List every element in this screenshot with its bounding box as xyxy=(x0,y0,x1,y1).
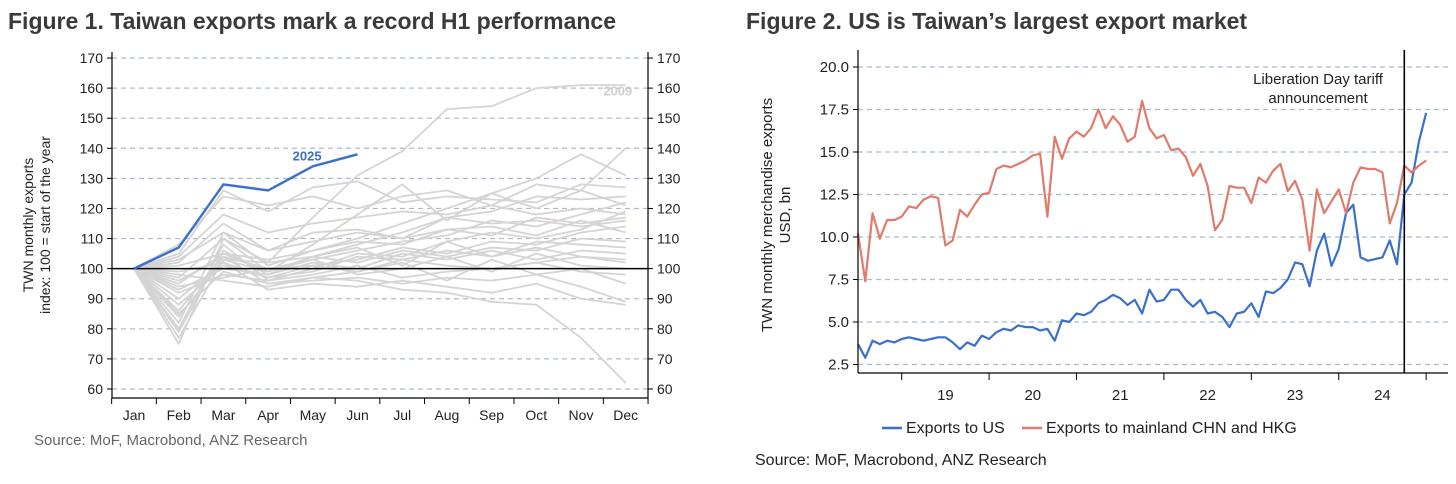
fig1-xtick-label: Oct xyxy=(525,407,547,423)
fig1-ytick-label-left: 80 xyxy=(87,321,103,337)
fig1-history-line-h3 xyxy=(133,153,627,324)
fig1-ytick-label-left: 90 xyxy=(87,291,103,307)
fig1-label-2025: 2025 xyxy=(293,148,322,163)
fig2-xtick-label: 21 xyxy=(1112,387,1129,404)
fig1-ytick-label-right: 110 xyxy=(657,231,680,247)
fig2-xtick-label: 19 xyxy=(937,387,954,404)
fig1-ytick-label-left: 160 xyxy=(80,80,104,96)
fig1-ytick-label-left: 130 xyxy=(80,170,104,186)
fig2-ytick-label: 2.5 xyxy=(828,357,849,374)
fig1-xtick-label: Nov xyxy=(569,407,594,423)
fig1-ytick-label-right: 160 xyxy=(657,80,681,96)
fig1-ytick-label-right: 130 xyxy=(657,170,681,186)
fig1-history-line-h24 xyxy=(133,255,626,288)
fig1-xtick-label: Mar xyxy=(211,407,235,423)
fig1-ytick-label-right: 60 xyxy=(657,381,673,397)
fig1-ytick-label-right: 80 xyxy=(657,321,673,337)
fig2-ytick-label: 17.5 xyxy=(820,102,849,119)
fig1-ytick-label-left: 60 xyxy=(87,381,103,397)
fig1-history-line-h12 xyxy=(133,249,626,291)
fig1-ytick-label-left: 140 xyxy=(80,140,104,156)
fig1-history-line-h7 xyxy=(133,216,626,285)
fig2-legend-label-us: Exports to US xyxy=(906,420,1005,437)
fig1-ytick-label-right: 70 xyxy=(657,351,673,367)
fig1-ytick-label-right: 170 xyxy=(657,50,681,66)
figure1-title: Figure 1. Taiwan exports mark a record H… xyxy=(8,8,617,34)
figure2-source: Source: MoF, Macrobond, ANZ Research xyxy=(755,452,1047,469)
fig2-xtick-label: 24 xyxy=(1374,387,1391,404)
fig1-history-line-h22 xyxy=(133,204,626,270)
fig2-xtick-label: 23 xyxy=(1287,387,1304,404)
fig1-ytick-label-left: 70 xyxy=(87,351,103,367)
fig1-history-line-h5 xyxy=(133,201,626,312)
fig1-history-line-h20 xyxy=(133,180,626,270)
fig1-xtick-label: May xyxy=(300,407,326,423)
fig1-xtick-label: Jan xyxy=(123,407,146,423)
fig2-annotation-text: Liberation Day tariff xyxy=(1253,71,1384,88)
fig1-ytick-label-left: 170 xyxy=(80,50,104,66)
fig1-xtick-label: Feb xyxy=(167,407,191,423)
fig1-ytick-label-right: 90 xyxy=(657,291,673,307)
fig1-history-line-h23 xyxy=(133,216,626,270)
fig2-ylabel-line: TWN monthly merchandise exports xyxy=(759,98,776,332)
figure2-title: Figure 2. US is Taiwan’s largest export … xyxy=(746,8,1248,34)
fig1-ylabel-line: index: 100 = start of the year xyxy=(37,136,53,314)
fig1-ytick-label-left: 110 xyxy=(81,231,104,247)
fig1-history-line-h13 xyxy=(133,237,626,279)
fig2-ylabel-line: USD, bn xyxy=(777,187,794,244)
fig1-ytick-label-left: 150 xyxy=(80,110,104,126)
fig1-xtick-label: Jul xyxy=(393,407,411,423)
fig1-ytick-label-right: 100 xyxy=(657,261,681,277)
fig2-ytick-label: 5.0 xyxy=(828,314,849,331)
fig2-line-exports-to-chn-hkg xyxy=(856,99,1427,283)
fig1-line-2025 xyxy=(133,153,358,270)
fig1-xtick-label: Jun xyxy=(346,407,369,423)
fig1-ytick-label-left: 120 xyxy=(80,200,104,216)
fig1-ytick-label-right: 150 xyxy=(657,110,681,126)
fig1-xtick-label: Sep xyxy=(479,407,504,423)
fig2-ytick-label: 12.5 xyxy=(820,187,849,204)
fig1-xtick-label: Dec xyxy=(613,407,638,423)
fig1-ytick-label-right: 120 xyxy=(657,200,681,216)
fig1-ytick-label-left: 100 xyxy=(80,261,104,277)
fig2-ytick-label: 20.0 xyxy=(820,59,849,76)
fig2-ytick-label: 15.0 xyxy=(820,144,849,161)
fig2-ylabel: TWN monthly merchandise exportsUSD, bn xyxy=(759,98,794,332)
fig2-xtick-label: 20 xyxy=(1024,387,1041,404)
fig2-legend-label-chn-hkg: Exports to mainland CHN and HKG xyxy=(1046,420,1297,437)
fig1-ylabel-line: TWN monthly exports xyxy=(20,158,36,293)
fig1-history-line-h21 xyxy=(133,183,626,270)
fig2-annotation-text: announcement xyxy=(1268,90,1368,107)
figure1-source: Source: MoF, Macrobond, ANZ Research xyxy=(34,432,308,449)
fig1-history-line-h18 xyxy=(133,261,626,306)
fig2-ytick-label: 10.0 xyxy=(820,229,849,246)
fig1-label-2009: 2009 xyxy=(603,84,632,99)
fig1-ytick-label-right: 140 xyxy=(657,140,681,156)
fig2-xtick-label: 22 xyxy=(1199,387,1216,404)
fig1-ylabel: TWN monthly exportsindex: 100 = start of… xyxy=(20,136,53,314)
fig2-ytick-label: 7.5 xyxy=(828,272,849,289)
fig1-xtick-label: Apr xyxy=(257,407,279,423)
fig2-line-exports-to-us xyxy=(857,112,1428,359)
fig1-history-line-h9 xyxy=(133,219,626,270)
fig1-history-line-h19 xyxy=(133,255,627,384)
fig1-xtick-label: Aug xyxy=(434,407,459,423)
